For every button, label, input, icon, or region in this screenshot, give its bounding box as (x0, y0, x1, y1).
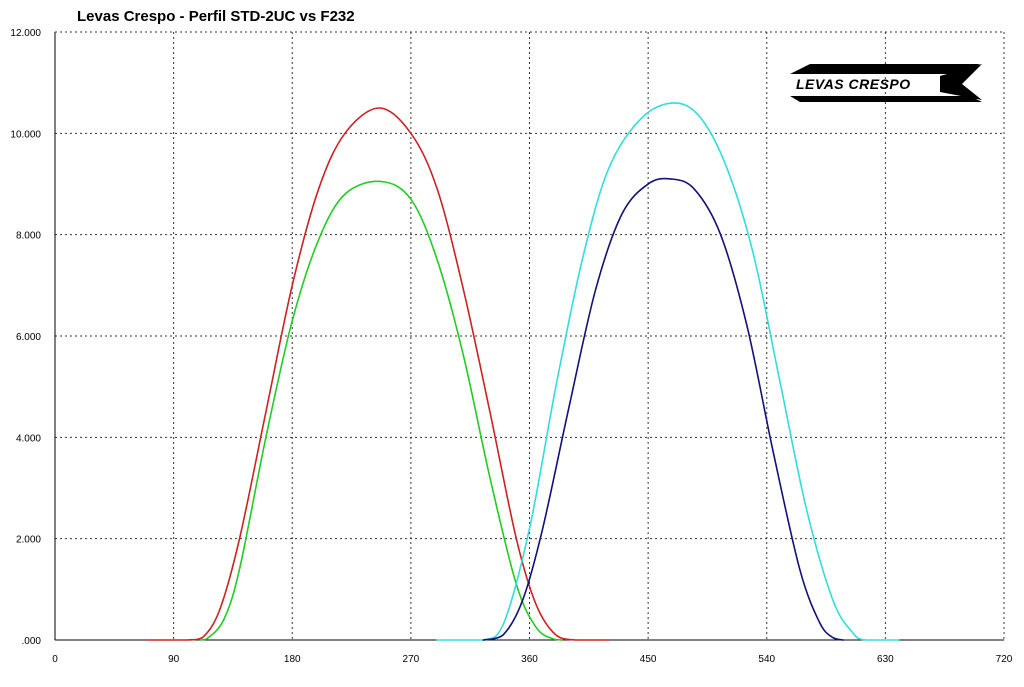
y-tick-label: 6.000 (16, 332, 41, 343)
x-tick-label: 270 (403, 654, 420, 665)
logo-stripe-top (790, 64, 980, 74)
y-tick-label: 8.000 (16, 231, 41, 242)
brand-logo: LEVAS CRESPO (790, 64, 982, 102)
logo-text: LEVAS CRESPO (796, 76, 911, 92)
series-line-3 (436, 102, 900, 641)
logo-arrow (940, 64, 982, 100)
x-tick-label: 720 (996, 654, 1013, 665)
x-tick-label: 630 (877, 654, 894, 665)
x-tick-label: 450 (640, 654, 657, 665)
chart-title: Levas Crespo - Perfil STD-2UC vs F232 (77, 8, 355, 25)
x-tick-label: 360 (521, 654, 538, 665)
y-tick-label: 2.000 (16, 535, 41, 546)
y-tick-label: 12.000 (10, 28, 41, 39)
axes (54, 31, 1005, 641)
series-lines (146, 102, 900, 641)
x-tick-label: 0 (52, 654, 58, 665)
series-line-4 (482, 177, 844, 641)
y-tick-label: 10.000 (10, 129, 41, 140)
logo-stripe-bottom (790, 96, 982, 102)
tick-labels: 0 90 180 270 360 450 540 630 720 .000 2.000 4.000 6.… (10, 28, 1012, 665)
y-tick-label: .000 (22, 636, 42, 647)
series-line-1 (146, 107, 610, 641)
y-tick-label: 4.000 (16, 433, 41, 444)
x-tick-label: 540 (758, 654, 775, 665)
x-tick-label: 90 (168, 654, 180, 665)
x-tick-label: 180 (284, 654, 301, 665)
